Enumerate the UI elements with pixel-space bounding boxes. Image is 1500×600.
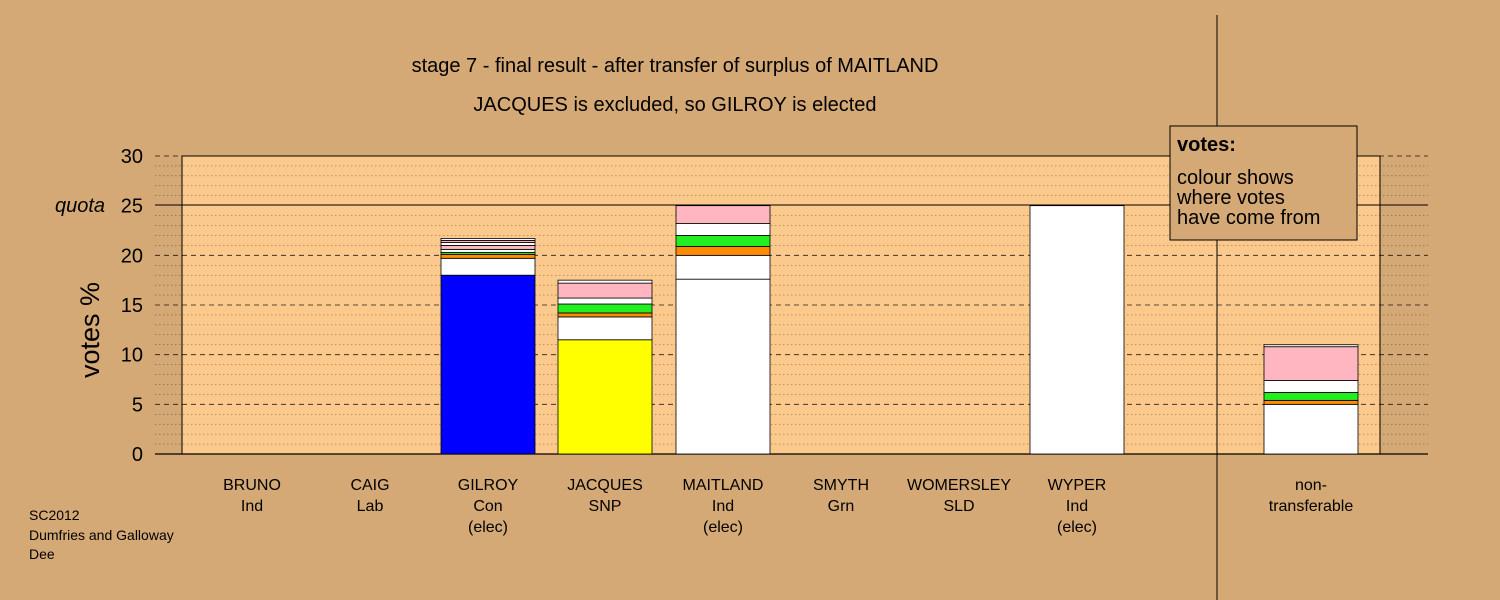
bar-segment-gilroy: [440, 248, 536, 253]
chart-subtitle: JACQUES is excluded, so GILROY is electe…: [473, 94, 876, 116]
y-tick-label: 10: [121, 345, 143, 367]
bar-segment-gilroy: [440, 274, 536, 455]
category-label-gilroy: Con: [473, 498, 502, 515]
bar-segment-wyper: [1029, 205, 1125, 455]
bar-segment-maitland: [675, 245, 771, 256]
bar-segment-jacques: [557, 282, 653, 299]
category-label-wyper: WYPER: [1048, 477, 1107, 494]
category-label-womersley: SLD: [943, 498, 974, 515]
bar-segment-jacques: [557, 339, 653, 455]
category-label-wyper: (elec): [1057, 519, 1097, 536]
bar-segment-maitland: [675, 254, 771, 280]
footer-line-1: SC2012: [29, 507, 80, 523]
category-label-gilroy: (elec): [468, 519, 508, 536]
legend-line-1: colour shows: [1177, 167, 1294, 189]
category-label-maitland: MAITLAND: [683, 477, 764, 494]
bar-segment-non-transferable: [1263, 346, 1359, 381]
category-label-smyth: Grn: [828, 498, 855, 515]
bar-segment-jacques: [557, 312, 653, 318]
category-label-wyper: Ind: [1066, 498, 1088, 515]
bars: [440, 205, 1359, 455]
category-label-jacques: SNP: [589, 498, 622, 515]
bar-segment-non-transferable: [1263, 380, 1359, 393]
legend-box: [1169, 125, 1358, 241]
category-label-non-transferable: transferable: [1269, 498, 1354, 515]
y-tick-label: 20: [121, 245, 143, 267]
footer: SC2012 Dumfries and Galloway Dee: [29, 507, 174, 562]
bar-segment-non-transferable: [1263, 344, 1359, 348]
bar-segment-gilroy: [440, 238, 536, 241]
bar-segment-maitland: [675, 235, 771, 247]
bar-segment-maitland: [675, 223, 771, 236]
bar-segment-jacques: [557, 303, 653, 314]
category-label-smyth: SMYTH: [813, 477, 869, 494]
bar-segment-non-transferable: [1263, 399, 1359, 405]
y-tick-label: 15: [121, 295, 143, 317]
y-axis-label: votes %: [75, 282, 105, 378]
category-label-caig: Lab: [357, 498, 384, 515]
legend-line-2: where votes: [1176, 187, 1285, 209]
category-label-non-transferable: non-: [1295, 477, 1327, 494]
bar-segment-gilroy: [440, 257, 536, 276]
grid: [155, 155, 1428, 445]
category-label-bruno: BRUNO: [223, 477, 281, 494]
category-label-jacques: JACQUES: [567, 477, 643, 494]
category-label-gilroy: GILROY: [458, 477, 519, 494]
legend: votes: colour shows where votes have com…: [1169, 125, 1358, 241]
footer-line-3: Dee: [29, 546, 55, 562]
legend-line-3: have come from: [1177, 207, 1320, 229]
bar-segment-jacques: [557, 297, 653, 305]
bar-segment-maitland: [675, 278, 771, 455]
y-tick-label: 0: [132, 444, 143, 466]
bar-segment-jacques: [557, 279, 653, 284]
bar-segment-maitland: [675, 205, 771, 224]
bar-segment-non-transferable: [1263, 403, 1359, 455]
category-labels: BRUNO Ind CAIG Lab GILROY Con (elec) JACQUES SNP…: [223, 477, 1353, 536]
bar-segment-gilroy: [440, 253, 536, 259]
chart-title: stage 7 - final result - after transfer …: [412, 55, 939, 77]
y-ticks: 0 5 10 15 20 25 30: [121, 146, 143, 466]
category-label-caig: CAIG: [350, 477, 389, 494]
y-tick-label: 5: [132, 394, 143, 416]
quota-label: quota: [55, 195, 105, 217]
category-label-bruno: Ind: [241, 498, 263, 515]
bar-segment-non-transferable: [1263, 392, 1359, 401]
legend-title: votes:: [1177, 134, 1236, 156]
category-label-womersley: WOMERSLEY: [907, 477, 1011, 494]
category-label-maitland: (elec): [703, 519, 743, 536]
bar-segment-jacques: [557, 316, 653, 341]
bar-segment-gilroy: [440, 242, 536, 246]
category-label-maitland: Ind: [712, 498, 734, 515]
footer-line-2: Dumfries and Galloway: [29, 527, 174, 543]
y-tick-label: 25: [121, 196, 143, 218]
bar-segment-gilroy: [440, 244, 536, 250]
y-tick-label: 30: [121, 146, 143, 168]
